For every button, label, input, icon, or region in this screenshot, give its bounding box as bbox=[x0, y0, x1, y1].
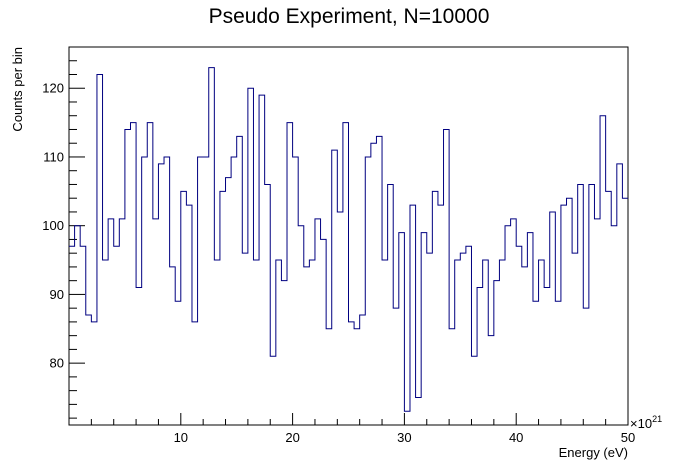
x-tick-label: 10 bbox=[174, 430, 188, 445]
histogram-step-line bbox=[69, 67, 628, 412]
y-axis-title: Counts per bin bbox=[10, 47, 25, 132]
x-tick-label: 50 bbox=[621, 430, 635, 445]
y-tick-label: 90 bbox=[50, 287, 64, 302]
x-axis-multiplier-base: ×10 bbox=[630, 416, 652, 431]
y-tick-label: 120 bbox=[42, 81, 64, 96]
x-tick-label: 30 bbox=[397, 430, 411, 445]
y-tick-label: 110 bbox=[43, 149, 64, 164]
x-axis-title: Energy (eV) bbox=[559, 445, 628, 460]
x-axis-multiplier: ×1021 bbox=[630, 414, 662, 431]
y-tick-label: 100 bbox=[42, 218, 64, 233]
x-tick-label: 40 bbox=[509, 430, 523, 445]
x-tick-label: 20 bbox=[285, 430, 299, 445]
x-axis-multiplier-exponent: 21 bbox=[652, 414, 662, 424]
y-axis: 80 90 100 110 120 bbox=[42, 46, 85, 419]
plot-frame bbox=[68, 46, 629, 426]
x-axis: 10 20 30 40 50 bbox=[68, 413, 635, 445]
y-tick-label: 80 bbox=[50, 356, 64, 371]
chart-title: Pseudo Experiment, N=10000 bbox=[209, 5, 490, 28]
